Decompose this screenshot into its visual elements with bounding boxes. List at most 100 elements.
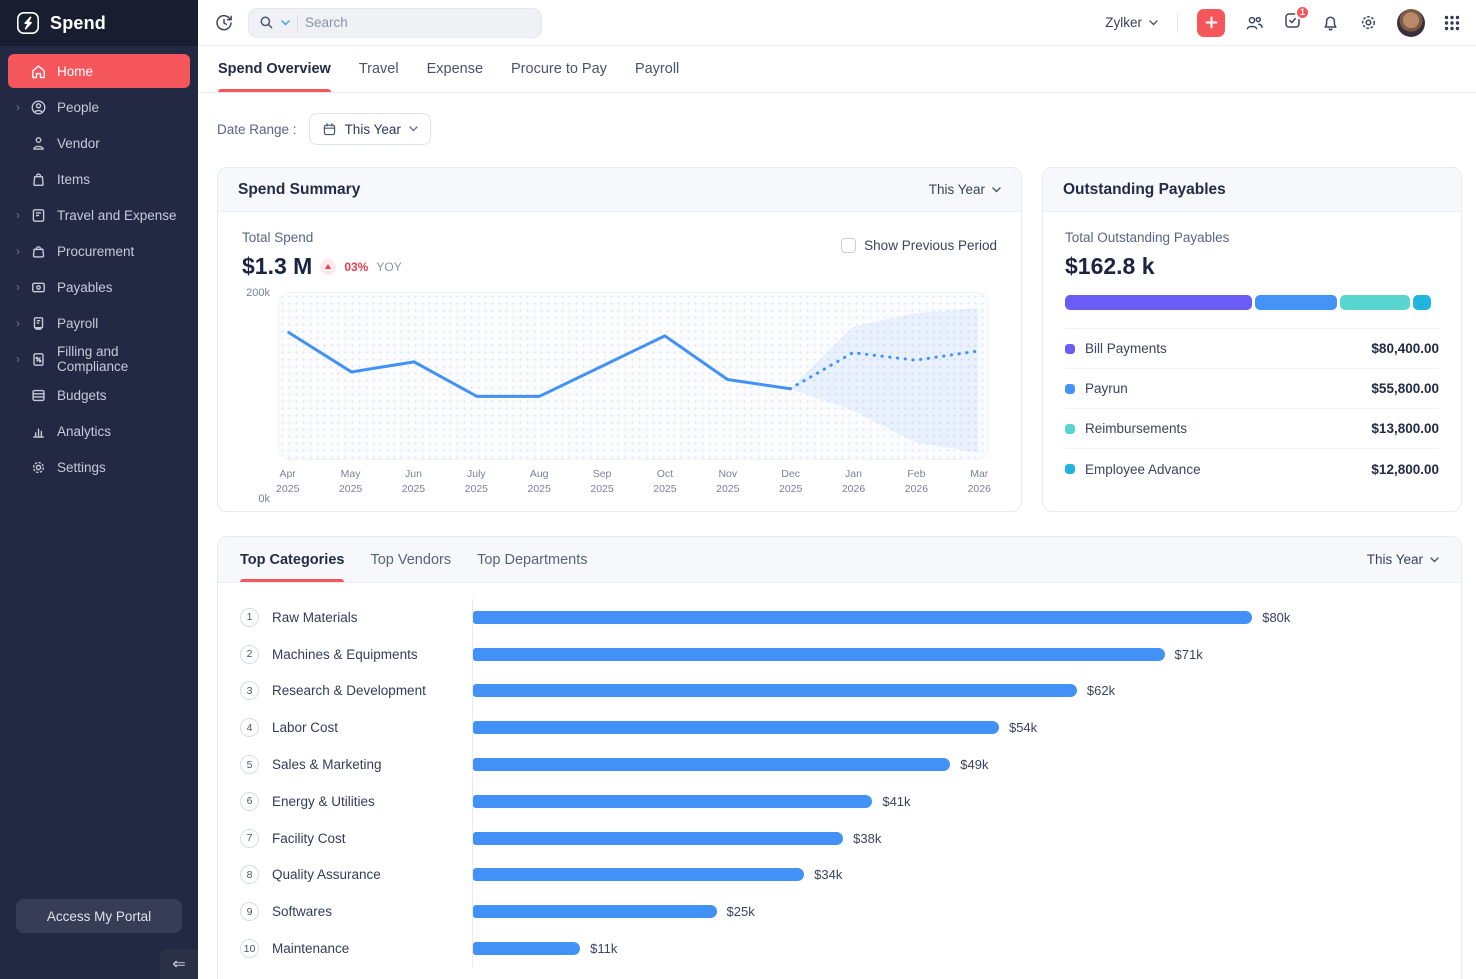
sidebar-item-items[interactable]: Items xyxy=(8,162,190,196)
legend-color-dot xyxy=(1065,383,1075,394)
x-axis-label: May 2025 xyxy=(338,468,363,495)
category-row: 2 Machines & Equipments $71k xyxy=(240,635,1435,673)
tab-procure-to-pay[interactable]: Procure to Pay xyxy=(511,61,607,77)
module-tabs: Spend Overview Travel Expense Procure to… xyxy=(198,46,1476,93)
sidebar-item-payroll[interactable]: › Payroll xyxy=(8,306,190,340)
search-scope-chevron-icon[interactable] xyxy=(281,19,290,26)
plus-icon xyxy=(1205,16,1217,29)
org-name: Zylker xyxy=(1105,15,1142,30)
category-bar-track: $34k xyxy=(472,856,1435,894)
sidebar-item-payables[interactable]: › Payables xyxy=(8,270,190,304)
sidebar-item-label: Travel and Expense xyxy=(57,207,177,223)
rank-badge: 4 xyxy=(240,718,259,738)
category-bar-track: $80k xyxy=(472,599,1435,636)
sidebar-item-label: Home xyxy=(57,63,94,79)
x-axis-labels: Apr 2025 May 2025 Jun 2025 July 2025 Aug 202… xyxy=(276,467,991,501)
category-bar-track: $25k xyxy=(472,893,1435,931)
spend-line-chart[interactable]: 200k 0k Apr 2025 May 2025 Jun 2025 July 202… xyxy=(246,287,991,505)
show-previous-period-control[interactable]: Show Previous Period xyxy=(841,238,997,253)
sidebar-item-procurement[interactable]: › Procurement xyxy=(8,234,190,268)
sidebar-nav: Home › People Vendor Items › Travel and … xyxy=(0,46,198,486)
sidebar-item-label: Analytics xyxy=(57,423,112,439)
tab-top-categories[interactable]: Top Categories xyxy=(240,537,345,582)
legend-color-dot xyxy=(1065,423,1075,434)
history-icon[interactable] xyxy=(214,13,234,33)
tab-payroll[interactable]: Payroll xyxy=(634,61,680,77)
tasks-icon[interactable]: 1 xyxy=(1283,4,1310,35)
category-label: Research & Development xyxy=(272,683,426,699)
sidebar-collapse-button[interactable]: ⇐ xyxy=(160,949,198,979)
settings-icon xyxy=(30,459,47,476)
quick-create-button[interactable] xyxy=(1197,8,1225,37)
access-my-portal-button[interactable]: Access My Portal xyxy=(16,899,182,933)
top-categories-bar-chart: 1 Raw Materials $80k 2 Machines & Equipments… xyxy=(218,583,1461,967)
gear-icon[interactable] xyxy=(1359,13,1378,32)
legend-amount: $12,800.00 xyxy=(1371,461,1439,477)
users-icon[interactable] xyxy=(1244,14,1264,32)
payables-bar-segment-bill-payments[interactable] xyxy=(1065,295,1252,310)
category-bar[interactable] xyxy=(473,721,999,735)
payables-stacked-bar[interactable] xyxy=(1065,295,1439,310)
sidebar-item-filling-and-compliance[interactable]: › Filling and Compliance xyxy=(8,342,190,376)
top-spend-period-select[interactable]: This Year xyxy=(1367,537,1439,582)
sidebar-item-settings[interactable]: Settings xyxy=(8,450,190,484)
bell-icon[interactable] xyxy=(1321,13,1340,32)
payables-bar-segment-payrun[interactable] xyxy=(1255,295,1337,310)
date-range-select[interactable]: This Year xyxy=(308,113,431,145)
legend-color-dot xyxy=(1065,343,1075,354)
category-bar[interactable] xyxy=(473,831,844,845)
x-axis-label: Mar 2026 xyxy=(967,468,991,495)
org-selector[interactable]: Zylker xyxy=(1105,15,1158,30)
search-input[interactable] xyxy=(305,15,531,30)
period-value: This Year xyxy=(928,182,985,197)
top-spend-tabs: Top Categories Top Vendors Top Departmen… xyxy=(240,537,588,582)
category-bar[interactable] xyxy=(473,610,1253,624)
category-bar[interactable] xyxy=(473,647,1165,661)
search-bar[interactable] xyxy=(248,7,542,38)
app-name: Spend xyxy=(50,12,107,33)
tab-top-departments[interactable]: Top Departments xyxy=(477,551,588,568)
tab-travel[interactable]: Travel xyxy=(358,61,399,77)
spend-summary-card: Spend Summary This Year Total Spend $1.3… xyxy=(217,167,1022,512)
sidebar-item-people[interactable]: › People xyxy=(8,90,190,124)
legend-label: Payrun xyxy=(1085,381,1128,396)
category-bar[interactable] xyxy=(473,758,951,772)
sidebar-item-label: Payroll xyxy=(57,315,99,331)
category-bar[interactable] xyxy=(473,684,1077,698)
sidebar-item-budgets[interactable]: Budgets xyxy=(8,378,190,412)
payables-bar-segment-employee-advance[interactable] xyxy=(1412,295,1432,310)
category-bar[interactable] xyxy=(473,905,717,919)
sidebar-item-vendor[interactable]: Vendor xyxy=(8,126,190,160)
legend-color-dot xyxy=(1065,464,1075,474)
spend-chart-plot-area[interactable] xyxy=(278,292,989,460)
sidebar-item-travel-and-expense[interactable]: › Travel and Expense xyxy=(8,198,190,232)
category-bar[interactable] xyxy=(473,942,581,956)
spend-summary-period-select[interactable]: This Year xyxy=(929,182,1001,197)
sidebar-item-analytics[interactable]: Analytics xyxy=(8,414,190,448)
category-label: Raw Materials xyxy=(272,609,358,625)
x-axis-label: Oct 2025 xyxy=(653,468,677,495)
budgets-icon xyxy=(30,387,47,404)
category-value: $11k xyxy=(590,941,618,957)
sidebar-item-label: Filling and Compliance xyxy=(57,344,129,374)
payables-bar-segment-reimbursements[interactable] xyxy=(1339,295,1410,310)
tab-top-vendors[interactable]: Top Vendors xyxy=(370,551,452,568)
rank-badge: 10 xyxy=(240,939,259,959)
category-value: $54k xyxy=(1008,720,1038,736)
category-bar-track: $38k xyxy=(472,819,1435,857)
apps-grid-icon[interactable] xyxy=(1444,15,1460,31)
separator xyxy=(1065,328,1439,329)
tab-spend-overview[interactable]: Spend Overview xyxy=(218,46,331,92)
x-axis-label: Nov 2025 xyxy=(716,468,740,495)
category-bar[interactable] xyxy=(473,794,873,808)
category-bar[interactable] xyxy=(473,868,805,882)
search-icon xyxy=(259,15,274,30)
tab-expense[interactable]: Expense xyxy=(426,61,484,77)
category-label: Sales & Marketing xyxy=(272,757,382,773)
search-divider xyxy=(297,14,298,31)
chevron-down-icon xyxy=(1149,19,1158,25)
sidebar-item-home[interactable]: Home xyxy=(8,54,190,88)
avatar[interactable] xyxy=(1397,8,1425,37)
spend-summary-title: Spend Summary xyxy=(238,180,361,198)
show-previous-checkbox[interactable] xyxy=(841,238,857,253)
